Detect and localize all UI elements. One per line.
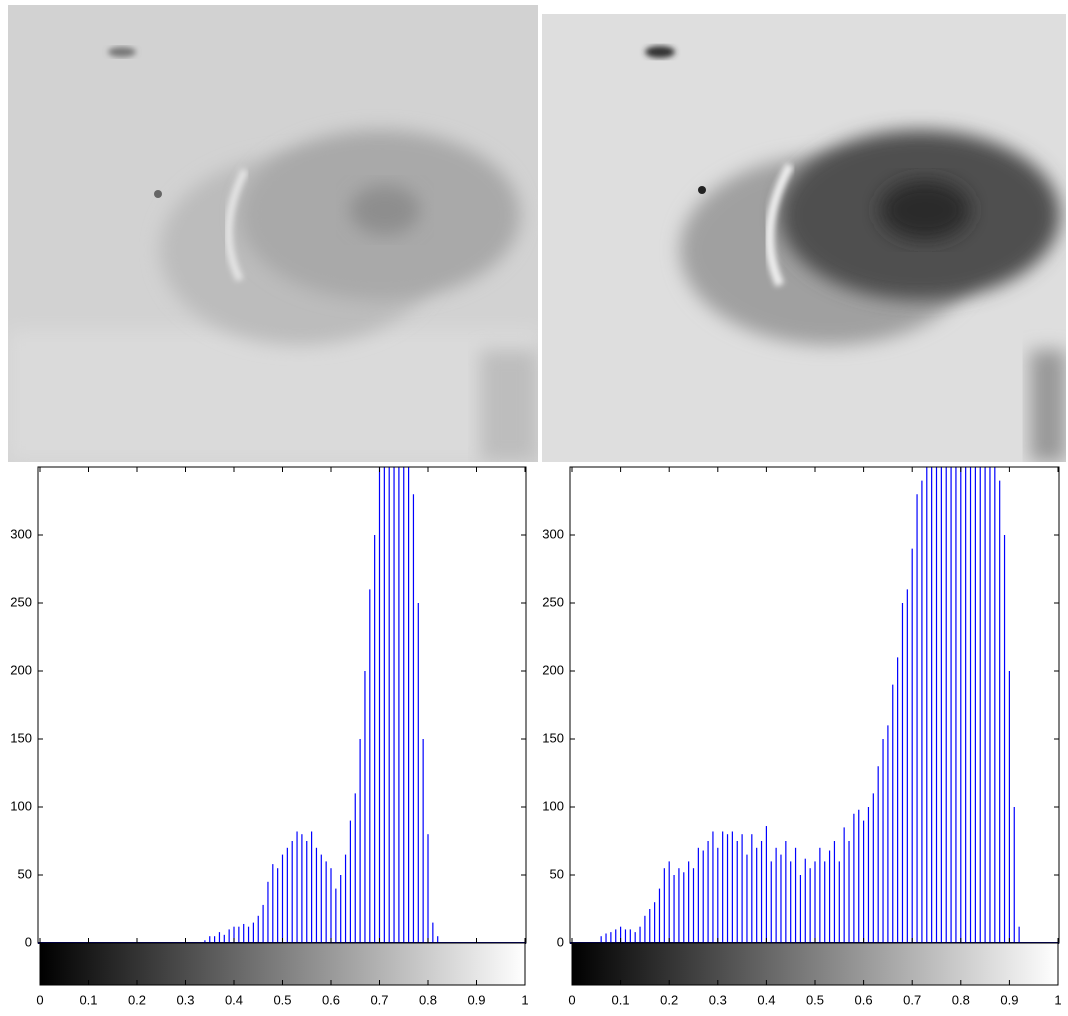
- enhanced-image: [542, 14, 1066, 462]
- stems: [600, 467, 1020, 943]
- x-tick-label: 0.1: [612, 992, 630, 1007]
- original-image: [8, 5, 538, 462]
- x-tick-label: 0.9: [467, 992, 485, 1007]
- y-tick-label: 100: [542, 798, 564, 813]
- x-tick-label: 0.2: [660, 992, 678, 1007]
- x-tick-label: 1: [1054, 992, 1061, 1007]
- x-tick-label: 0.3: [709, 992, 727, 1007]
- histogram: 0 50 100 150 200 250 300 0 0.1 0.2 0.3 0.4 0.5 0.6 0.7…: [10, 466, 529, 1007]
- histogram: 0 50 100 150 200 250 300 0 0.1 0.2 0.3 0.4 0.5 0.6 0.7…: [542, 466, 1062, 1007]
- x-tick-label: 0.1: [79, 992, 97, 1007]
- y-tick-label: 0: [557, 934, 564, 949]
- x-tick-label: 0.5: [806, 992, 824, 1007]
- x-tick-label: 0.6: [855, 992, 873, 1007]
- x-tick-label: 0.6: [322, 992, 340, 1007]
- y-tick-label: 200: [542, 662, 564, 677]
- x-tick-label: 0.2: [128, 992, 146, 1007]
- x-tick-label: 0.5: [273, 992, 291, 1007]
- y-tick-label: 150: [10, 730, 32, 745]
- colorbar: [39, 942, 526, 986]
- x-tick-label: 0: [568, 992, 575, 1007]
- x-tick-label: 0.8: [419, 992, 437, 1007]
- y-tick-label: 50: [18, 866, 32, 881]
- x-tick-label: 0.9: [1000, 992, 1018, 1007]
- y-tick-label: 300: [10, 526, 32, 541]
- x-tick-label: 0: [36, 992, 43, 1007]
- y-tick-label: 0: [25, 934, 32, 949]
- x-tick-label: 0.7: [370, 992, 388, 1007]
- y-tick-label: 200: [10, 662, 32, 677]
- x-tick-label: 1: [521, 992, 528, 1007]
- y-tick-label: 300: [542, 526, 564, 541]
- y-tick-label: 250: [10, 594, 32, 609]
- x-tick-label: 0.4: [225, 992, 243, 1007]
- x-tick-label: 0.4: [757, 992, 775, 1007]
- colorbar: [571, 942, 1059, 986]
- x-tick-label: 0.7: [903, 992, 921, 1007]
- stems: [204, 467, 439, 943]
- y-tick-label: 100: [10, 798, 32, 813]
- y-tick-label: 250: [542, 594, 564, 609]
- y-tick-label: 150: [542, 730, 564, 745]
- y-tick-label: 50: [550, 866, 564, 881]
- x-tick-label: 0.8: [952, 992, 970, 1007]
- x-tick-label: 0.3: [176, 992, 194, 1007]
